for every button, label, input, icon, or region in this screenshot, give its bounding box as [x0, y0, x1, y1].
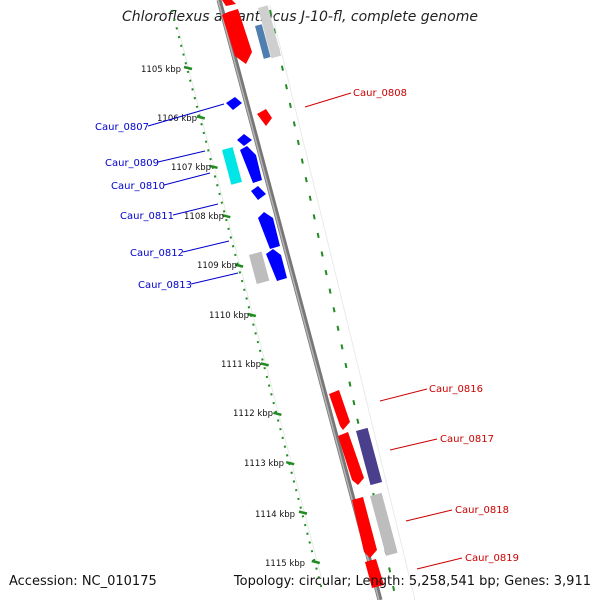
leader-caur-0809 [157, 150, 206, 163]
gene-arrow-top-small[interactable] [222, 0, 236, 6]
scale-major-tick [209, 164, 218, 170]
gene-arrow-caur-0816[interactable] [329, 390, 350, 430]
leader-caur-0811 [172, 203, 219, 216]
leader-caur-0817 [389, 438, 438, 451]
gene-arrow-caur-0813[interactable] [266, 249, 287, 281]
plus-label-leaders [304, 92, 463, 570]
gene-label-caur-0810[interactable]: Caur_0810 [111, 181, 165, 192]
gene-arrow-caur-0809[interactable] [237, 134, 252, 146]
genome-summary-footer: Topology: circular; Length: 5,258,541 bp… [233, 574, 591, 589]
gene-label-caur-0818[interactable]: Caur_0818 [455, 505, 509, 516]
gene-label-caur-0809[interactable]: Caur_0809 [105, 158, 159, 169]
gene-box-caur-0813-gray[interactable] [249, 251, 270, 284]
leader-caur-0808 [304, 92, 352, 108]
minus-strand-features [222, 97, 287, 284]
gene-box-caur-0817-purple[interactable] [356, 427, 383, 486]
scale-major-tick [260, 362, 269, 367]
scale-dotted-line [171, 9, 323, 591]
gene-arrow-caur-0811[interactable] [251, 186, 266, 200]
scale-label: 1109 kbp [197, 261, 237, 271]
scale-major-tick [273, 411, 282, 417]
leader-caur-0818 [405, 509, 453, 522]
scale-label: 1105 kbp [141, 65, 181, 75]
minus-label-leaders [147, 103, 239, 285]
gene-arrow-caur-0818[interactable] [352, 497, 377, 558]
gene-label-caur-0819[interactable]: Caur_0819 [465, 553, 519, 564]
gene-label-caur-0808[interactable]: Caur_0808 [353, 88, 407, 99]
gene-label-caur-0811[interactable]: Caur_0811 [120, 211, 174, 222]
scale-major-tick [247, 312, 257, 318]
gene-box-top-gray[interactable] [258, 5, 282, 59]
leader-caur-0813 [190, 272, 239, 285]
map-title: Chloroflexus aurantiacus J-10-fl, comple… [122, 9, 478, 25]
scale-ticks [183, 65, 321, 565]
gene-arrow-caur-0807[interactable] [226, 97, 242, 110]
gene-label-caur-0816[interactable]: Caur_0816 [429, 384, 483, 395]
scale-label: 1115 kbp [265, 559, 305, 569]
leader-caur-0810 [163, 172, 211, 186]
gene-box-caur-0810-cyan[interactable] [222, 147, 242, 185]
scale-major-tick [196, 115, 206, 120]
scale-label: 1112 kbp [233, 409, 273, 419]
minus-strand-label-group: Caur_0807 Caur_0809 Caur_0810 Caur_0811 … [95, 122, 192, 291]
gene-label-caur-0817[interactable]: Caur_0817 [440, 434, 494, 445]
scale-major-tick [298, 510, 308, 515]
scale-major-tick [234, 263, 244, 268]
scale-labels: 1105 kbp 1106 kbp 1107 kbp 1108 kbp 1109… [141, 65, 305, 569]
scale-label: 1111 kbp [221, 360, 261, 370]
scale-major-tick [183, 65, 193, 71]
leader-caur-0807 [147, 103, 225, 127]
gene-arrow-caur-0819[interactable] [365, 559, 384, 588]
gene-arrow-caur-0810[interactable] [240, 146, 262, 183]
gene-label-caur-0812[interactable]: Caur_0812 [130, 248, 184, 259]
plus-strand-features [222, 0, 398, 588]
scale-label: 1107 kbp [171, 163, 211, 173]
scale-major-tick [222, 213, 231, 219]
scale-label: 1106 kbp [157, 114, 197, 124]
scale-label: 1108 kbp [184, 212, 224, 222]
gene-box-caur-0818-gray[interactable] [370, 492, 398, 556]
scale-label: 1114 kbp [255, 510, 295, 520]
scale-major-tick [285, 460, 295, 466]
gene-label-caur-0807[interactable]: Caur_0807 [95, 122, 149, 133]
leader-caur-0816 [379, 388, 428, 402]
plus-strand-label-group: Caur_0808 Caur_0816 Caur_0817 Caur_0818 … [353, 88, 519, 564]
scale-label: 1113 kbp [244, 459, 284, 469]
gene-arrow-caur-0817[interactable] [338, 432, 364, 485]
gene-arrow-caur-0812[interactable] [258, 212, 280, 249]
accession-footer: Accession: NC_010175 [9, 574, 157, 589]
scale-major-tick [311, 559, 321, 565]
scale-label: 1110 kbp [209, 311, 249, 321]
gene-arrow-caur-0808[interactable] [257, 109, 272, 126]
inner-track-edge [177, 27, 323, 581]
outer-track-edge [269, 4, 416, 600]
gene-box-top-steelblue[interactable] [254, 24, 271, 59]
leader-caur-0812 [182, 240, 230, 253]
gene-arrow-top-red[interactable] [222, 9, 252, 64]
gene-label-caur-0813[interactable]: Caur_0813 [138, 280, 192, 291]
leader-caur-0819 [416, 557, 463, 570]
